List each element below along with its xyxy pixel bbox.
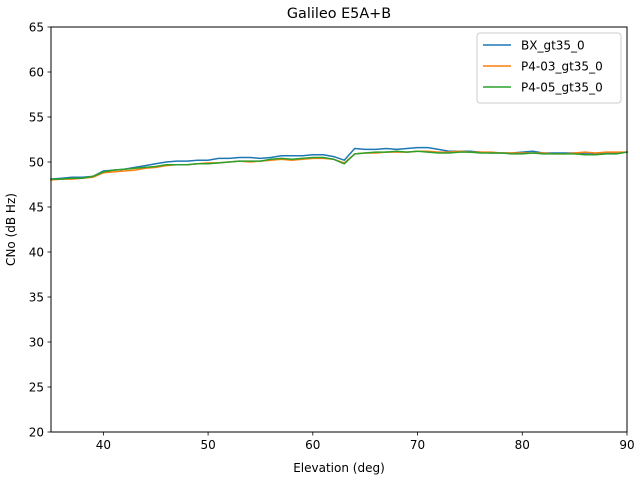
x-axis-label: Elevation (deg) [293, 461, 385, 475]
legend-label: P4-03_gt35_0 [521, 59, 603, 73]
x-tick-label: 90 [619, 438, 634, 452]
y-tick-label: 55 [29, 110, 44, 124]
series-line-3 [50, 150, 628, 180]
x-tick-label: 40 [96, 438, 111, 452]
chart-title: Galileo E5A+B [287, 6, 391, 22]
y-tick-label: 65 [29, 20, 44, 34]
y-tick-label: 20 [29, 425, 44, 439]
legend: BX_gt35_0 P4-03_gt35_0 P4-05_gt35_0 [476, 32, 622, 104]
legend-label: P4-05_gt35_0 [521, 80, 603, 94]
legend-label: BX_gt35_0 [521, 38, 585, 52]
x-axis: 40 50 60 70 80 90 [96, 432, 635, 452]
y-tick-label: 50 [29, 155, 44, 169]
x-tick-label: 80 [515, 438, 530, 452]
plot-frame [50, 26, 628, 433]
y-axis: 20 25 30 35 40 45 50 55 60 65 [29, 20, 51, 439]
y-tick-label: 45 [29, 200, 44, 214]
x-tick-label: 70 [410, 438, 425, 452]
y-axis-label: CNo (dB Hz) [4, 193, 18, 266]
y-tick-label: 60 [29, 65, 44, 79]
series-line-1 [50, 146, 628, 180]
x-tick-label: 60 [305, 438, 320, 452]
legend-box [476, 32, 622, 104]
y-tick-label: 35 [29, 290, 44, 304]
y-tick-label: 25 [29, 380, 44, 394]
y-tick-label: 40 [29, 245, 44, 259]
y-tick-label: 30 [29, 335, 44, 349]
series-layer [50, 146, 628, 181]
x-tick-label: 50 [200, 438, 215, 452]
